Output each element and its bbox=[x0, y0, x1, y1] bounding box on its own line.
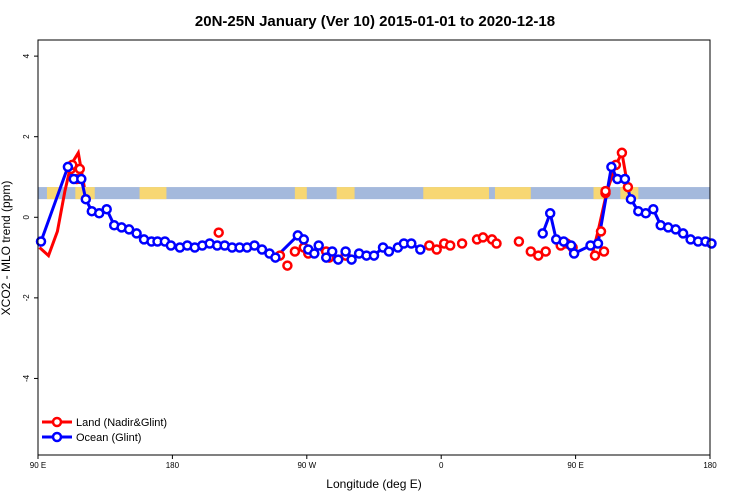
x-tick-label: 90 W bbox=[297, 461, 316, 470]
data-point-ocean bbox=[62, 161, 74, 173]
data-point-land bbox=[533, 250, 544, 261]
data-point-ocean bbox=[35, 236, 47, 247]
y-tick-label: 4 bbox=[22, 53, 31, 58]
data-point-land bbox=[431, 244, 442, 255]
data-point-land bbox=[616, 147, 628, 159]
data-point-ocean bbox=[648, 203, 659, 215]
data-point-land bbox=[477, 232, 489, 243]
data-point-ocean bbox=[592, 238, 604, 249]
x-axis: 90 E 180 90 W 0 90 E 180 bbox=[30, 455, 717, 470]
y-axis-label: XCO2 - MLO trend (ppm) bbox=[0, 181, 13, 316]
data-point-ocean bbox=[298, 234, 310, 245]
data-point-land bbox=[456, 238, 468, 249]
data-point-land bbox=[600, 185, 611, 197]
legend: Land (Nadir&Glint) Ocean (Glint) bbox=[42, 416, 167, 444]
data-point-ocean bbox=[406, 238, 417, 249]
land-patch bbox=[46, 187, 59, 200]
series-points bbox=[35, 147, 717, 271]
data-point-ocean bbox=[165, 240, 177, 251]
data-point-ocean bbox=[368, 250, 380, 261]
x-axis-label: Longitude (deg E) bbox=[326, 477, 421, 491]
data-point-land bbox=[513, 236, 525, 247]
data-point-land bbox=[525, 246, 537, 257]
land-patch bbox=[423, 187, 489, 200]
data-point-land bbox=[289, 246, 301, 257]
data-point-ocean bbox=[544, 208, 556, 219]
data-point-ocean bbox=[346, 254, 357, 265]
data-point-ocean bbox=[415, 244, 426, 255]
data-point-ocean bbox=[123, 224, 135, 235]
series-line-0 bbox=[590, 148, 630, 256]
data-point-ocean bbox=[568, 248, 580, 259]
y-tick-label: -2 bbox=[22, 294, 31, 302]
x-tick-label: 180 bbox=[166, 461, 180, 470]
data-point-ocean bbox=[80, 193, 92, 205]
y-axis: -4 -2 0 2 4 bbox=[22, 53, 38, 382]
data-point-land bbox=[540, 246, 551, 257]
data-point-ocean bbox=[677, 228, 689, 239]
data-point-land bbox=[491, 238, 502, 249]
land-patch bbox=[593, 187, 606, 200]
legend-label-1: Ocean (Glint) bbox=[76, 432, 141, 444]
data-point-ocean bbox=[309, 248, 320, 259]
data-point-land bbox=[595, 226, 607, 237]
land-patch bbox=[336, 187, 355, 200]
legend-label-0: Land (Nadir&Glint) bbox=[76, 417, 167, 429]
data-point-ocean bbox=[249, 240, 260, 251]
data-point-ocean bbox=[313, 240, 324, 251]
data-point-ocean bbox=[383, 246, 395, 257]
data-point-ocean bbox=[131, 228, 142, 239]
data-point-land bbox=[622, 181, 634, 193]
x-tick-label: 0 bbox=[439, 461, 444, 470]
data-point-ocean bbox=[320, 252, 332, 263]
plot-frame bbox=[37, 39, 711, 456]
data-point-ocean bbox=[93, 208, 105, 219]
legend-marker-0 bbox=[51, 416, 63, 428]
data-point-ocean bbox=[537, 228, 548, 239]
land-patch bbox=[139, 187, 167, 200]
data-point-ocean bbox=[101, 203, 112, 215]
data-point-ocean bbox=[640, 208, 652, 219]
land-patch bbox=[494, 187, 531, 200]
chart-title: 20N-25N January (Ver 10) 2015-01-01 to 2… bbox=[195, 13, 555, 30]
data-point-ocean bbox=[256, 244, 268, 255]
data-point-land bbox=[282, 260, 293, 271]
y-tick-label: 0 bbox=[22, 215, 31, 220]
ocean-band bbox=[38, 187, 710, 200]
data-point-ocean bbox=[625, 193, 637, 205]
legend-marker-1 bbox=[51, 431, 63, 443]
data-point-land bbox=[74, 163, 86, 175]
data-point-land bbox=[598, 246, 610, 257]
data-point-ocean bbox=[706, 238, 717, 249]
y-tick-label: 2 bbox=[22, 134, 31, 139]
data-point-ocean bbox=[332, 254, 344, 265]
data-point-ocean bbox=[606, 161, 617, 173]
data-point-land bbox=[589, 250, 601, 261]
data-point-ocean bbox=[340, 246, 351, 257]
data-point-ocean bbox=[326, 246, 338, 257]
data-point-ocean bbox=[76, 173, 87, 185]
land-patch bbox=[294, 187, 307, 200]
data-point-land bbox=[444, 240, 456, 251]
data-point-ocean bbox=[619, 173, 631, 185]
y-tick-label: -4 bbox=[22, 374, 31, 382]
x-tick-label: 90 E bbox=[567, 461, 583, 470]
data-point-land bbox=[213, 227, 224, 238]
data-point-ocean bbox=[270, 252, 281, 263]
x-tick-label: 90 E bbox=[30, 461, 46, 470]
x-tick-label: 180 bbox=[703, 461, 717, 470]
series-line-0 bbox=[38, 148, 86, 259]
